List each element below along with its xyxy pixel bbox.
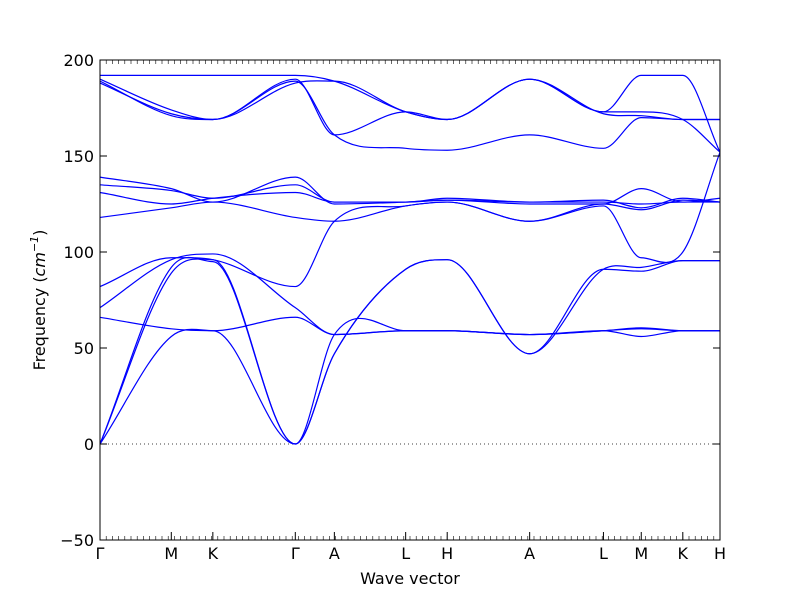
x-tick-label: K xyxy=(678,544,689,563)
plot-frame xyxy=(99,59,721,541)
phonon-branch-1 xyxy=(99,258,720,445)
x-tick-label: L xyxy=(401,544,410,563)
x-tick-label: A xyxy=(329,544,340,563)
series-layer xyxy=(99,74,721,445)
x-tick-label: L xyxy=(599,544,608,563)
tick-layer: −50 0 50 100 150 200 Γ M K Γ A L H A L M K H xyxy=(60,51,726,563)
y-tick-label: 0 xyxy=(84,435,94,454)
y-tick-label: 200 xyxy=(63,51,94,70)
y-tick-label: 150 xyxy=(63,147,94,166)
y-tick-label: 50 xyxy=(74,339,94,358)
x-tick-label: H xyxy=(714,544,726,563)
y-tick-label: −50 xyxy=(60,531,94,550)
phonon-branch-4 xyxy=(99,316,720,336)
y-tick-label: 100 xyxy=(63,243,94,262)
x-tick-label: H xyxy=(441,544,453,563)
x-tick-label: M xyxy=(164,544,178,563)
y-axis-label-exponent: −1 xyxy=(28,236,41,252)
phonon-branch-10 xyxy=(99,176,721,205)
y-axis-label-text: Frequency ( xyxy=(30,276,49,370)
x-tick-label: M xyxy=(634,544,648,563)
phonon-branch-14 xyxy=(99,74,721,153)
y-axis-label: Frequency (cm−1) xyxy=(28,230,49,371)
x-tick-label: A xyxy=(524,544,535,563)
x-tick-label: Γ xyxy=(96,544,105,563)
phonon-branch-3 xyxy=(99,317,720,445)
y-axis-label-unit: cm xyxy=(30,252,49,276)
y-axis-label-close: ) xyxy=(30,230,49,236)
x-tick-label: K xyxy=(208,544,219,563)
x-tick-label: Γ xyxy=(291,544,300,563)
phonon-branch-2 xyxy=(99,256,720,445)
x-axis-label: Wave vector xyxy=(360,569,460,588)
phonon-branch-5 xyxy=(99,253,720,336)
